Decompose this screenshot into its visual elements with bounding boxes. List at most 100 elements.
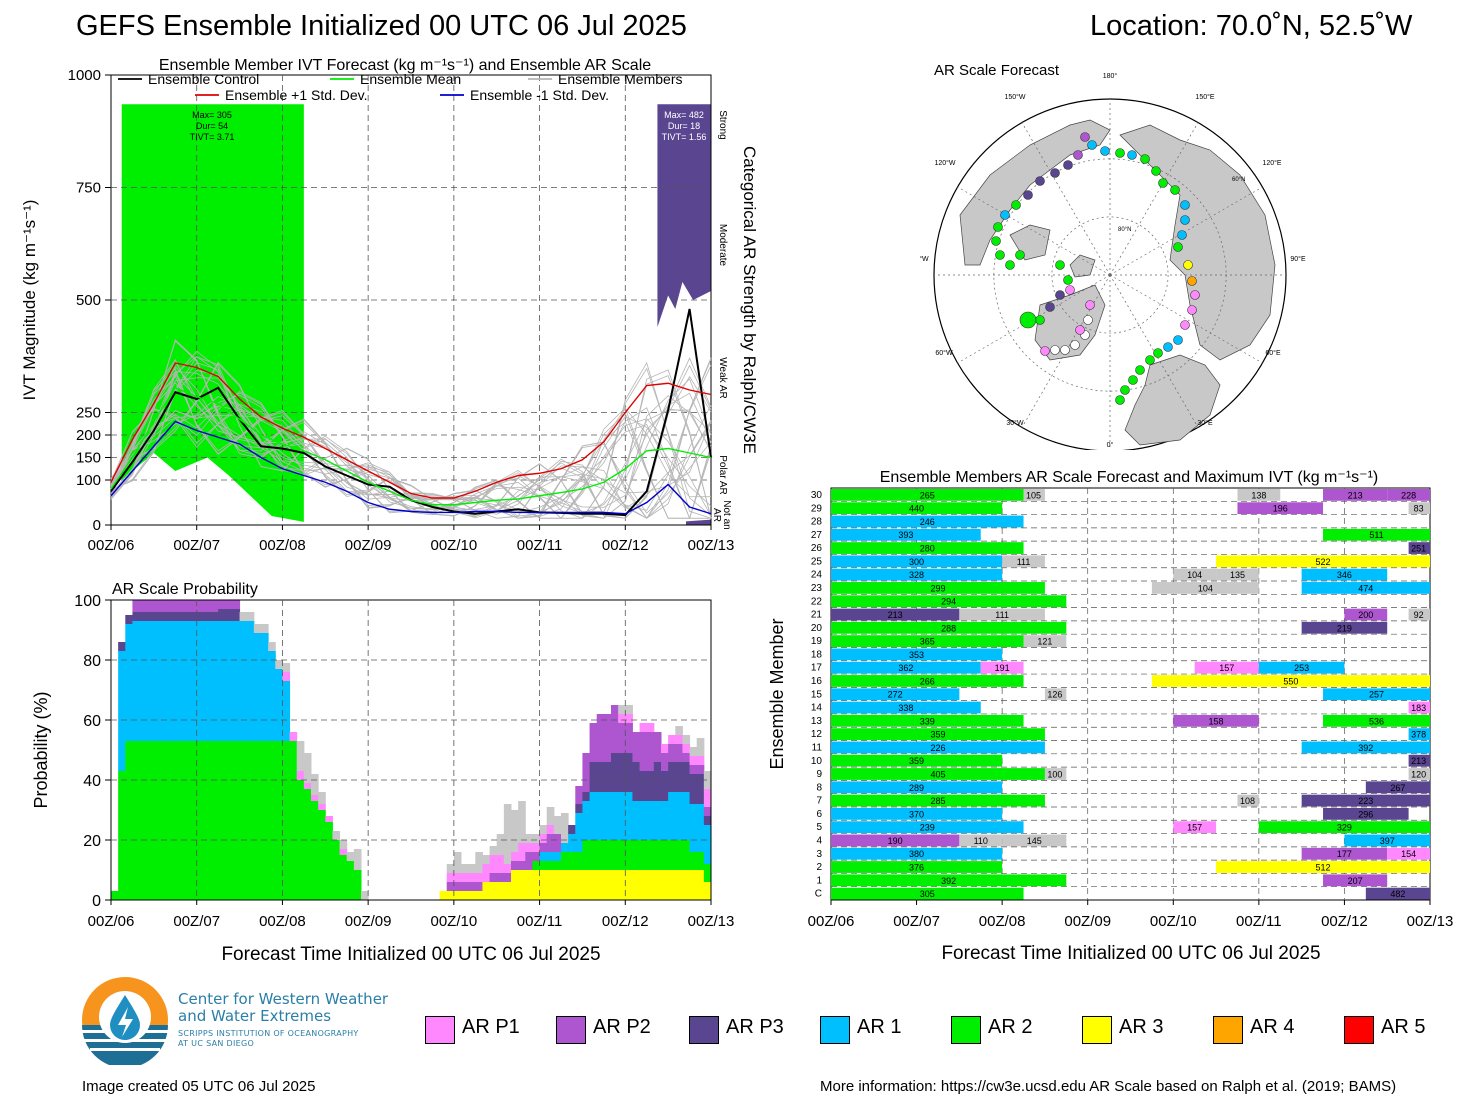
members-chart-title: Ensemble Members AR Scale Forecast and M… [880,469,1379,486]
probability-bar [518,801,526,843]
legend-swatch [1082,1016,1112,1044]
map-ar-dot [993,222,1003,232]
member-event-bar [1301,794,1430,807]
member-event-bar [1044,768,1067,780]
member-event-bar [1151,675,1430,687]
member-event-bar [831,861,1003,873]
probability-bar [461,891,469,900]
member-event-bar [1301,621,1388,634]
ivt-ytick-label: 250 [76,405,101,422]
legend-label: Ensemble Members [558,71,683,87]
member-event-bar [831,595,1067,608]
probability-bar [339,840,348,849]
probability-bar [303,783,312,789]
member-event-bar [831,794,1045,807]
probability-bar [361,891,369,900]
map-ar-dot [1115,395,1125,405]
probability-bar [668,735,676,744]
member-event-label: 370 [909,809,924,819]
probability-bar [339,855,348,900]
probability-bar [596,714,605,762]
probability-bar [689,765,698,774]
member-event-bar [1323,874,1388,887]
ivt-chart: Ensemble Member IVT Forecast (kg m⁻¹s⁻¹)… [20,57,759,554]
probability-bar [275,660,283,669]
probability-bar [703,825,712,864]
prob-xtick-label: 00Z/10 [431,913,478,930]
probability-bar [132,621,176,741]
map-latitude-label: 60°N [1232,177,1245,183]
member-label: 25 [811,556,823,567]
legend-swatch [556,1016,586,1044]
probability-bar [625,840,633,870]
probability-bar [611,870,619,900]
probability-bar [668,762,676,792]
probability-bar [461,873,469,882]
member-label: 11 [812,742,823,753]
map-landmass [1124,354,1221,446]
ensemble-member-line [110,350,712,519]
map-longitude-label: 180° [1103,72,1118,80]
member-label: 19 [811,636,823,647]
map-longitude-label: 90°E [1290,255,1306,263]
probability-bar [582,840,591,870]
member-label: 22 [811,596,823,607]
member-event-bar [831,621,1067,634]
probability-bar [118,651,126,771]
ensemble-member-line [110,374,712,519]
prob-ytick-label: 0 [92,893,101,910]
members-xtick-label: 00Z/07 [893,913,940,930]
members-xlabel: Forecast Time Initialized 00 UTC 06 Jul … [941,943,1320,964]
probability-bar [353,870,362,900]
map-ar-dot [1170,185,1180,195]
probability-bar [653,801,662,840]
probability-frame [110,599,712,901]
probability-bar [611,840,619,870]
map-ar-dot [1158,178,1168,188]
ensemble-member-line [110,375,712,519]
member-event-bar [1408,542,1430,554]
member-event-bar [1258,661,1345,674]
probability-bar [646,870,655,900]
member-event-bar [831,528,981,541]
map-latitude-circle [1051,216,1169,334]
probability-bar [489,873,498,882]
probability-bar [582,870,591,900]
probability-bar [653,840,662,870]
member-event-bar [1301,741,1430,754]
member-label: 26 [811,543,823,554]
member-event-label: 190 [888,836,903,846]
map-meridian [1109,274,1199,428]
probability-bar [496,882,505,900]
probability-bar [582,792,591,801]
member-event-bar [831,754,1003,767]
probability-bar [661,771,669,801]
probability-bar [639,870,648,900]
map-ar-dot [1180,320,1190,330]
member-event-label: 376 [909,862,924,872]
created-timestamp: Image created 05 UTC 06 Jul 2025 [82,1078,316,1095]
probability-bar [625,723,633,753]
probability-bar [661,801,669,840]
probability-bar [668,744,676,762]
probability-bar [582,801,591,840]
probability-bar [646,771,655,801]
member-event-label: 329 [1337,823,1352,833]
probability-bar [689,870,698,900]
ivt-xtick-label: 00Z/13 [688,537,735,554]
member-label: 12 [811,729,823,740]
member-event-label: 111 [995,610,1009,620]
probability-bar [568,825,576,834]
map-longitude-label: 60°W [935,349,953,357]
probability-bar [703,789,712,807]
probability-bar [282,672,291,681]
member-event-label: 157 [1187,823,1202,833]
ivt-ytick-label: 200 [76,427,101,444]
probability-bar [511,861,519,870]
member-event-bar [831,807,1003,820]
member-event-bar [831,582,1045,594]
probability-bar [575,852,583,870]
ivt-chart-title: Ensemble Member IVT Forecast (kg m⁻¹s⁻¹)… [159,57,651,74]
member-event-label: 359 [930,730,945,740]
members-xtick-label: 00Z/10 [1150,913,1197,930]
